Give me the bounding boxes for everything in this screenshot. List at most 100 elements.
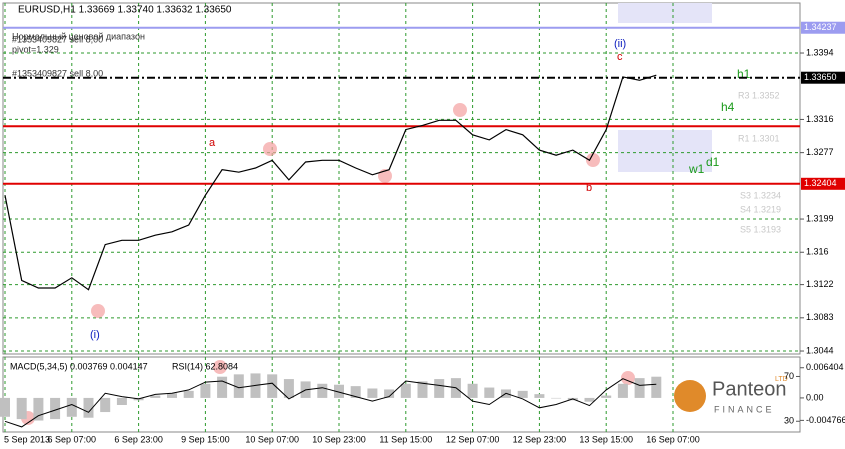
info-text: pivot=1.329 xyxy=(12,44,59,54)
marker xyxy=(263,142,277,156)
info-text: #1353409827 sell 8,00 xyxy=(12,68,103,78)
y2-tick-label: 70 xyxy=(784,371,794,381)
price-line xyxy=(4,74,657,291)
x-tick-label: 5 Sep 2013 xyxy=(4,434,50,444)
zone xyxy=(618,3,712,23)
macd-bar xyxy=(601,395,612,398)
marker xyxy=(586,153,600,167)
macd-bar xyxy=(150,395,161,398)
macd-bar xyxy=(16,397,27,420)
main-panel xyxy=(2,2,801,355)
marker xyxy=(453,103,467,117)
x-tick-label: 9 Sep 15:00 xyxy=(181,434,230,444)
price-box-label: 1.33650 xyxy=(804,72,837,82)
logo-badge: LTD xyxy=(775,376,788,383)
macd-bar xyxy=(434,379,445,398)
marker xyxy=(213,360,227,374)
x-tick-label: 16 Sep 07:00 xyxy=(646,434,700,444)
y-tick-label: 1.3199 xyxy=(806,213,834,223)
logo-sub: FINANCE xyxy=(714,404,775,414)
macd-bar xyxy=(417,381,428,398)
pivot-label: R3 1.3352 xyxy=(738,90,780,100)
macd-bar xyxy=(233,374,244,398)
macd-bar xyxy=(167,393,177,398)
y-tick-label: 0.00 xyxy=(806,392,824,402)
wave-label: b xyxy=(586,182,592,194)
y-tick-label: 1.3316 xyxy=(806,114,834,124)
chart-title: EURUSD,H1 1.33669 1.33740 1.33632 1.3365… xyxy=(18,5,232,16)
macd-bar xyxy=(33,397,44,421)
macd-bar xyxy=(100,397,111,413)
macd-bar xyxy=(534,394,545,398)
macd-bar xyxy=(267,374,278,398)
wave-label: (ii) xyxy=(614,38,626,50)
marker xyxy=(91,304,105,318)
x-tick-label: 6 Sep 07:00 xyxy=(48,434,97,444)
macd-bar xyxy=(283,379,294,398)
info-text: #1353409827 sell 8,00 xyxy=(12,34,103,44)
logo-name: Panteon xyxy=(712,378,787,400)
zone xyxy=(618,130,712,172)
x-tick-label: 12 Sep 07:00 xyxy=(446,434,500,444)
macd-bar xyxy=(334,384,344,398)
x-tick-label: 6 Sep 23:00 xyxy=(114,434,163,444)
pivot-label: S5 1.3193 xyxy=(740,224,781,234)
x-tick-label: 13 Sep 15:00 xyxy=(579,434,633,444)
price-box xyxy=(801,177,845,190)
info-text: Нормальный ценовой диапазон xyxy=(12,31,145,41)
macd-bar xyxy=(317,383,328,398)
x-tick-label: 11 Sep 15:00 xyxy=(379,434,432,444)
macd-bar xyxy=(617,383,628,398)
x-tick-label: 10 Sep 23:00 xyxy=(312,434,366,444)
timeframe-label: d1 xyxy=(706,155,720,169)
y-tick-label: -0.004766 xyxy=(806,415,845,425)
macd-bar xyxy=(467,383,478,398)
macd-bar xyxy=(400,383,411,398)
pivot-label: S4 1.3219 xyxy=(740,204,781,214)
price-box xyxy=(801,21,845,34)
y-tick-label: 1.3122 xyxy=(806,279,834,289)
macd-bar xyxy=(116,397,127,405)
macd-bar xyxy=(367,388,378,398)
macd-bar xyxy=(584,397,595,402)
macd-bar xyxy=(0,397,10,417)
marker xyxy=(621,371,635,385)
y-tick-label: 1.3083 xyxy=(806,312,834,322)
price-box-label: 1.34237 xyxy=(804,22,837,32)
macd-bar xyxy=(50,397,61,420)
wave-label: c xyxy=(617,51,623,63)
macd-bar xyxy=(350,386,361,398)
pivot-label: S3 1.3234 xyxy=(740,190,781,200)
logo-icon xyxy=(674,380,706,412)
rsi-line xyxy=(4,378,657,428)
y-tick-label: 1.3277 xyxy=(806,147,834,157)
macd-bar xyxy=(551,397,562,399)
macd-bar xyxy=(183,390,194,398)
timeframe-label: h1 xyxy=(737,67,751,81)
y-tick-label: 1.3394 xyxy=(806,47,834,57)
timeframe-label: h4 xyxy=(721,100,735,114)
price-box-label: 1.32404 xyxy=(804,178,837,188)
price-box xyxy=(801,71,845,84)
macd-bar xyxy=(384,389,395,398)
y2-tick-label: 30 xyxy=(784,416,794,426)
macd-bar xyxy=(200,383,211,398)
x-tick-label: 12 Sep 23:00 xyxy=(513,434,567,444)
y-tick-label: 0.006404 xyxy=(806,362,844,372)
macd-bar xyxy=(83,397,94,418)
macd-bar xyxy=(517,390,528,398)
indicator-subtitle: RSI(14) 62.8084 xyxy=(172,361,238,371)
logo: Panteon FINANCE LTD xyxy=(674,376,788,414)
x-tick-label: 10 Sep 07:00 xyxy=(245,434,299,444)
wave-label: a xyxy=(209,137,216,149)
macd-bar xyxy=(217,376,228,398)
y-tick-label: 1.3044 xyxy=(806,345,834,355)
pivot-label: R1 1.3301 xyxy=(738,133,780,143)
macd-bar xyxy=(651,376,662,398)
macd-bar xyxy=(484,387,495,398)
macd-bar xyxy=(634,378,645,398)
indicator-title: MACD(5,34,5) 0.003769 0.004147 xyxy=(10,361,148,371)
timeframe-label: w1 xyxy=(688,162,705,176)
wave-label: (i) xyxy=(90,329,100,341)
